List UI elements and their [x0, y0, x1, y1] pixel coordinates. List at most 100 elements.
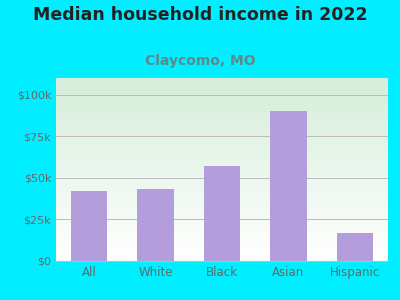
Bar: [56, 260, 388, 261]
Bar: [56, 124, 388, 125]
Bar: [56, 123, 388, 124]
Bar: [56, 242, 388, 243]
Bar: [56, 212, 388, 213]
Bar: [56, 88, 388, 89]
Bar: [56, 162, 388, 163]
Bar: [56, 208, 388, 209]
Bar: [56, 210, 388, 211]
Bar: [56, 215, 388, 216]
Bar: [56, 89, 388, 90]
Bar: [56, 192, 388, 193]
Bar: [56, 220, 388, 221]
Bar: [56, 143, 388, 144]
Bar: [56, 102, 388, 103]
Bar: [56, 224, 388, 225]
Bar: [56, 209, 388, 210]
Bar: [56, 130, 388, 131]
Bar: [56, 182, 388, 183]
Bar: [56, 159, 388, 160]
Bar: [56, 207, 388, 208]
Bar: [56, 114, 388, 115]
Bar: [56, 195, 388, 196]
Bar: [56, 166, 388, 167]
Bar: [56, 95, 388, 96]
Bar: [56, 216, 388, 217]
Bar: [56, 149, 388, 150]
Bar: [56, 190, 388, 191]
Bar: [56, 138, 388, 139]
Bar: [56, 112, 388, 113]
Bar: [56, 152, 388, 153]
Bar: [56, 164, 388, 165]
Bar: [56, 140, 388, 141]
Bar: [56, 181, 388, 182]
Bar: [56, 141, 388, 142]
Bar: [56, 203, 388, 204]
Bar: [56, 226, 388, 227]
Bar: [56, 237, 388, 238]
Bar: [56, 109, 388, 110]
Bar: [56, 116, 388, 117]
Bar: [56, 136, 388, 137]
Bar: [336, 233, 373, 261]
Bar: [56, 246, 388, 247]
Bar: [56, 253, 388, 254]
Bar: [56, 97, 388, 98]
Bar: [56, 214, 388, 215]
Bar: [56, 257, 388, 258]
Bar: [56, 194, 388, 195]
Bar: [56, 188, 388, 189]
Bar: [56, 81, 388, 82]
Bar: [56, 251, 388, 252]
Bar: [56, 189, 388, 190]
Bar: [56, 132, 388, 133]
Bar: [56, 151, 388, 152]
Bar: [56, 238, 388, 239]
Bar: [56, 248, 388, 249]
Bar: [56, 137, 388, 138]
Text: Claycomo, MO: Claycomo, MO: [145, 54, 255, 68]
Bar: [56, 79, 388, 80]
Bar: [56, 98, 388, 99]
Bar: [56, 250, 388, 251]
Bar: [56, 122, 388, 123]
Bar: [56, 91, 388, 92]
Bar: [56, 183, 388, 184]
Bar: [56, 110, 388, 111]
Bar: [56, 177, 388, 178]
Bar: [56, 144, 388, 145]
Bar: [56, 167, 388, 168]
Bar: [56, 101, 388, 102]
Bar: [56, 84, 388, 85]
Bar: [56, 139, 388, 140]
Bar: [56, 219, 388, 220]
Bar: [56, 142, 388, 143]
Bar: [56, 232, 388, 233]
Bar: [56, 174, 388, 175]
Bar: [56, 113, 388, 114]
Bar: [56, 249, 388, 250]
Bar: [56, 259, 388, 260]
Bar: [137, 190, 174, 261]
Bar: [56, 146, 388, 147]
Bar: [56, 134, 388, 135]
Bar: [56, 82, 388, 83]
Bar: [56, 125, 388, 126]
Bar: [56, 172, 388, 173]
Bar: [56, 148, 388, 149]
Bar: [56, 202, 388, 203]
Bar: [56, 205, 388, 206]
Bar: [56, 222, 388, 223]
Bar: [56, 187, 388, 188]
Bar: [56, 218, 388, 219]
Bar: [56, 93, 388, 94]
Bar: [56, 135, 388, 136]
Bar: [56, 199, 388, 200]
Bar: [56, 254, 388, 255]
Bar: [56, 127, 388, 128]
Bar: [56, 87, 388, 88]
Bar: [56, 100, 388, 101]
Bar: [56, 131, 388, 132]
Bar: [56, 170, 388, 171]
Bar: [56, 128, 388, 129]
